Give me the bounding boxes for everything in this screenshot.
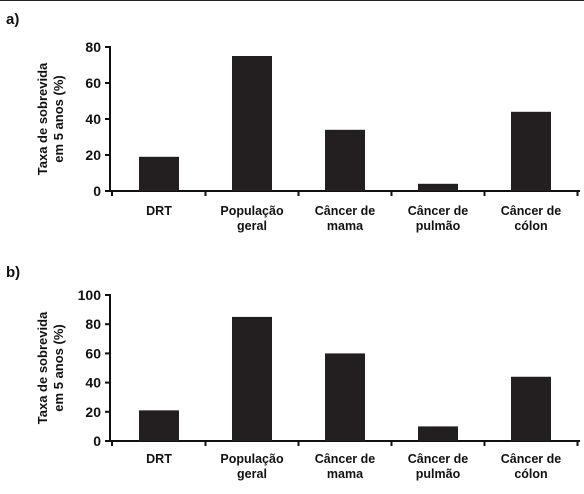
panel-label: b): [6, 264, 20, 281]
category-label-line: mama: [327, 467, 364, 481]
category-label-line: Câncer de: [408, 452, 468, 466]
category-label-line: Câncer de: [408, 204, 468, 218]
category-label-line: pulmão: [416, 467, 461, 481]
bar: [511, 111, 551, 191]
y-axis-title: Taxa de sobrevidaem 5 anos (%): [35, 311, 66, 424]
bar: [418, 183, 458, 191]
category-label: Câncer de cólon: [501, 452, 561, 481]
category-label-line: Câncer de: [501, 452, 561, 466]
y-tick-label: 20: [85, 147, 101, 163]
bar: [232, 316, 272, 441]
y-tick-label: 80: [85, 39, 101, 55]
y-tick-label: 80: [85, 316, 101, 332]
y-tick-label: 60: [85, 75, 101, 91]
category-label-line: geral: [237, 467, 267, 481]
y-axis-title: Taxa de sobrevidaem 5 anos (%): [35, 62, 66, 175]
y-axis-title-line: Taxa de sobrevida: [35, 62, 50, 175]
y-tick-label: 60: [85, 345, 101, 361]
bar: [139, 156, 179, 191]
y-tick-label: 100: [78, 287, 102, 303]
category-label-line: cólon: [514, 219, 547, 233]
category-label-line: Câncer de: [315, 204, 375, 218]
y-tick-label: 0: [93, 183, 101, 199]
bar: [325, 353, 365, 441]
category-label: Câncer de pulmão: [408, 204, 468, 233]
bar: [325, 129, 365, 191]
y-tick-label: 20: [85, 404, 101, 420]
bar: [511, 376, 551, 441]
y-axis-title-line: em 5 anos (%): [51, 324, 66, 411]
category-label: População geral: [220, 452, 284, 481]
category-label: DRT: [146, 204, 172, 218]
y-tick-label: 0: [93, 433, 101, 449]
chart-panel-a: a) Taxa de sobrevidaem 5 anos (%) 0 20 40 60 8…: [6, 11, 580, 233]
category-label: Câncer de mama: [315, 204, 375, 233]
bar: [418, 426, 458, 441]
category-label-line: DRT: [146, 452, 172, 466]
y-axis-title-line: em 5 anos (%): [51, 75, 66, 162]
bar: [232, 56, 272, 191]
category-label-line: pulmão: [416, 219, 461, 233]
category-label-line: cólon: [514, 467, 547, 481]
category-label-line: Câncer de: [315, 452, 375, 466]
top-rule: [0, 0, 584, 1]
category-label: Câncer de pulmão: [408, 452, 468, 481]
category-label-line: geral: [237, 219, 267, 233]
panel-label: a): [6, 11, 19, 28]
y-axis-title-line: Taxa de sobrevida: [35, 311, 50, 424]
category-label: População geral: [220, 204, 284, 233]
category-label-line: População: [220, 204, 284, 218]
y-tick-label: 40: [85, 375, 101, 391]
category-label-line: População: [220, 452, 284, 466]
bar: [139, 410, 179, 441]
category-label-line: DRT: [146, 204, 172, 218]
y-tick-label: 40: [85, 111, 101, 127]
category-label-line: mama: [327, 219, 364, 233]
category-label-line: Câncer de: [501, 204, 561, 218]
chart-panel-b: b) Taxa de sobrevidaem 5 anos (%) 0 20 40 60 8…: [6, 264, 580, 481]
category-label: DRT: [146, 452, 172, 466]
category-label: Câncer de mama: [315, 452, 375, 481]
category-label: Câncer de cólon: [501, 204, 561, 233]
